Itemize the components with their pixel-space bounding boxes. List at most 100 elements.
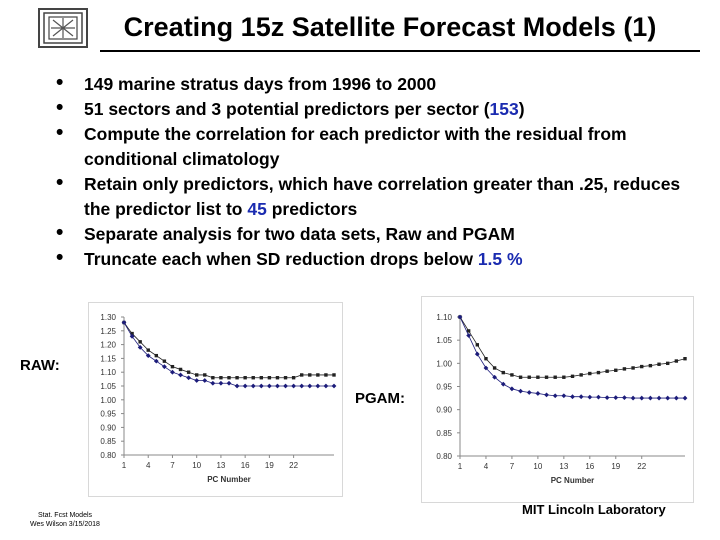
data-point-upper xyxy=(492,366,497,370)
data-point-lower xyxy=(587,394,593,400)
y-tick-label: 0.80 xyxy=(436,452,452,461)
data-point-lower xyxy=(673,395,679,401)
bullet-list: • 149 marine stratus days from 1996 to 20… xyxy=(56,71,696,272)
bullet-item: • Truncate each when SD reduction drops b… xyxy=(56,246,696,272)
pgam-label: PGAM: xyxy=(355,390,405,407)
data-point-upper xyxy=(570,374,575,379)
data-point-upper xyxy=(614,368,618,372)
raw-label: RAW: xyxy=(20,357,60,374)
y-tick-label: 0.90 xyxy=(100,423,116,432)
data-point-lower xyxy=(210,380,216,386)
x-tick-label: 13 xyxy=(216,461,225,470)
data-point-upper xyxy=(553,375,557,379)
series-line-lower xyxy=(459,316,685,399)
data-point-upper xyxy=(316,373,320,377)
data-point-upper xyxy=(291,376,296,380)
data-point-lower xyxy=(483,365,489,371)
data-point-upper xyxy=(657,362,661,366)
x-tick-label: 7 xyxy=(170,461,175,470)
bullet-dot-icon: • xyxy=(56,71,64,94)
data-point-upper xyxy=(501,370,505,375)
raw-chart: 0.80 0.85 0.90 0.95 1.00 1.05 1.10 1.15 1.20 1.25… xyxy=(88,302,343,497)
x-tick-label: 16 xyxy=(585,462,594,471)
data-point-upper xyxy=(332,373,336,377)
x-tick-label: 10 xyxy=(533,462,542,471)
data-point-upper xyxy=(211,376,215,380)
y-tick-label: 0.85 xyxy=(100,437,116,446)
bullet-dot-icon: • xyxy=(56,246,64,269)
y-tick-label: 0.95 xyxy=(436,383,452,392)
data-point-upper xyxy=(596,370,601,375)
data-point-upper xyxy=(243,376,247,380)
data-point-lower xyxy=(323,383,329,389)
x-tick-label: 22 xyxy=(637,462,646,471)
data-point-upper xyxy=(579,373,583,377)
x-tick-label: 16 xyxy=(241,461,250,470)
x-axis-label: PC Number xyxy=(551,476,595,485)
bullet-dot-icon: • xyxy=(56,221,64,244)
mit-ll-logo-icon xyxy=(38,8,88,48)
data-point-upper xyxy=(219,376,223,380)
y-tick-label: 1.05 xyxy=(100,382,116,391)
data-point-upper xyxy=(622,367,627,371)
y-tick-label: 1.00 xyxy=(100,396,116,405)
x-tick-label: 1 xyxy=(458,462,463,471)
bullet-text: Retain only predictors, which have corre… xyxy=(84,174,681,219)
data-point-upper xyxy=(138,340,142,344)
slide-title: Creating 15z Satellite Forecast Models (… xyxy=(123,12,657,42)
data-point-lower xyxy=(682,395,688,401)
data-point-upper xyxy=(631,366,635,370)
data-point-lower xyxy=(570,394,575,400)
bullet-item: • Retain only predictors, which have cor… xyxy=(56,171,696,222)
data-point-upper xyxy=(640,364,644,369)
x-tick-label: 10 xyxy=(192,461,201,470)
data-point-upper xyxy=(683,357,687,361)
data-point-lower xyxy=(307,383,313,389)
x-tick-label: 13 xyxy=(559,462,568,471)
bullet-highlight: 45 xyxy=(247,199,267,219)
data-point-lower xyxy=(266,383,272,389)
data-point-lower xyxy=(234,383,240,389)
data-point-lower xyxy=(561,393,567,399)
data-point-upper xyxy=(475,343,480,347)
data-point-upper xyxy=(308,373,312,377)
data-point-lower xyxy=(315,383,321,389)
data-point-lower xyxy=(656,395,662,401)
data-point-lower xyxy=(509,386,515,392)
data-point-upper xyxy=(544,375,549,379)
data-point-upper xyxy=(267,376,272,380)
data-point-upper xyxy=(299,373,304,377)
pgam-chart: 0.80 0.85 0.90 0.95 1.00 1.05 1.10 1 4 7 10 13 16 19 2… xyxy=(421,296,694,503)
data-point-lower xyxy=(613,395,619,401)
data-point-upper xyxy=(588,371,592,376)
data-point-upper xyxy=(605,369,609,373)
data-point-lower xyxy=(242,383,248,389)
data-point-upper xyxy=(510,373,514,377)
data-point-upper xyxy=(536,375,540,379)
data-point-lower xyxy=(526,390,532,395)
x-axis-label: PC Number xyxy=(207,475,251,484)
data-point-upper xyxy=(154,353,159,358)
data-point-lower xyxy=(137,344,143,350)
bullet-dot-icon: • xyxy=(56,96,64,119)
y-tick-label: 1.30 xyxy=(100,313,116,322)
data-point-lower xyxy=(291,383,297,389)
x-tick-label: 22 xyxy=(289,461,298,470)
bullet-highlight: 1.5 % xyxy=(477,249,523,269)
footer-org: MIT Lincoln Laboratory xyxy=(522,502,666,517)
data-point-lower xyxy=(622,395,627,401)
bullet-text: 149 marine stratus days from 1996 to 200… xyxy=(84,74,437,94)
bullet-text: 51 sectors and 3 potential predictors pe… xyxy=(84,99,490,119)
data-point-lower xyxy=(535,391,541,396)
bullet-text: Truncate each when SD reduction drops be… xyxy=(84,249,478,269)
x-tick-label: 19 xyxy=(265,461,274,470)
data-point-lower xyxy=(639,395,645,401)
footer-left: Stat. Fcst Models Wes Wilson 3/15/2018 xyxy=(20,511,110,529)
data-point-lower xyxy=(299,383,305,389)
data-point-lower xyxy=(604,395,610,401)
data-point-lower xyxy=(121,320,127,325)
bullet-text: Compute the correlation for each predict… xyxy=(84,124,627,169)
data-point-lower xyxy=(630,395,636,401)
x-tick-label: 4 xyxy=(484,462,489,471)
y-tick-label: 1.10 xyxy=(436,313,452,322)
